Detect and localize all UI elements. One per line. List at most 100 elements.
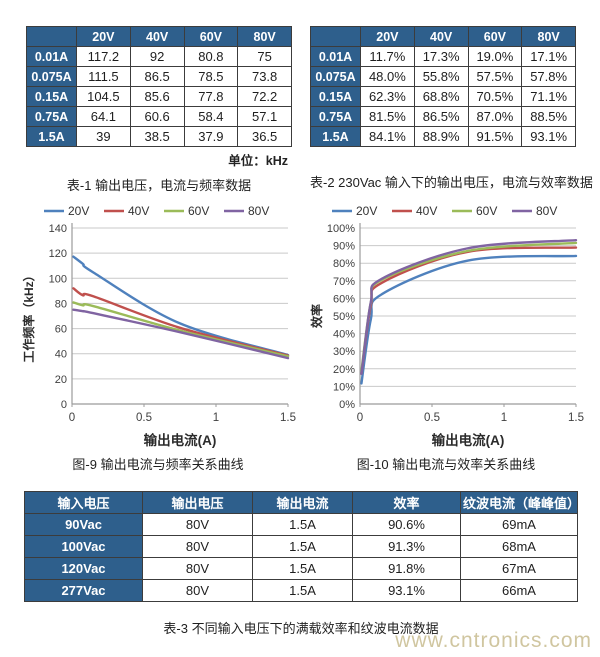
row-header: 1.5A [310,126,361,147]
svg-text:100: 100 [49,273,67,285]
data-cell: 80V [142,513,253,536]
table-row: 1.5A 84.1% 88.9% 91.5% 93.1% [310,126,576,147]
svg-text:100%: 100% [327,223,355,235]
efficiency-table-block: 20V 40V 60V 80V 0.01A 11.7% 17.3% 19.0% 17.1% 0.0… [310,26,593,194]
data-cell: 88.5% [521,106,576,127]
svg-text:20%: 20% [333,364,355,376]
column-header: 80V [521,26,576,47]
column-header: 60V [183,26,239,47]
svg-text:1.5: 1.5 [568,412,584,424]
data-cell: 117.2 [76,46,131,67]
data-cell: 60.6 [129,106,185,127]
data-cell: 78.5 [183,66,239,87]
table-row: 0.75A 81.5% 86.5% 87.0% 88.5% [310,106,576,127]
data-cell: 72.2 [237,86,292,107]
charts-row: 0 20 40 60 80 100 120 140 0 0.5 1 1.5 20V 40V 60V 80V 输出… [0,194,600,473]
data-cell: 68.8% [413,86,469,107]
svg-text:80%: 80% [333,258,355,270]
data-cell: 57.5% [467,66,523,87]
svg-text:输出电流(A): 输出电流(A) [432,432,505,448]
column-header: 60V [467,26,523,47]
svg-text:20V: 20V [68,204,89,218]
frequency-chart-block: 0 20 40 60 80 100 120 140 0 0.5 1 1.5 20V 40V 60V 80V 输出… [20,202,296,473]
data-cell: 1.5A [252,557,353,580]
column-header: 输出电流 [252,491,353,514]
column-header: 40V [129,26,185,47]
svg-text:输出电流(A): 输出电流(A) [144,432,217,448]
row-header: 0.075A [26,66,77,87]
column-header: 40V [413,26,469,47]
column-header: 纹波电流（峰峰值） [460,491,578,514]
svg-text:30%: 30% [333,346,355,358]
data-cell: 80V [142,535,253,558]
svg-text:80: 80 [55,298,67,310]
data-cell: 70.5% [467,86,523,107]
data-cell: 64.1 [76,106,131,127]
data-cell: 77.8 [183,86,239,107]
svg-text:20: 20 [55,374,67,386]
table3-caption: 表-3 不同输入电压下的满载效率和纹波电流数据 [163,621,439,636]
svg-text:40%: 40% [333,329,355,341]
svg-text:90%: 90% [333,241,355,253]
column-header: 20V [76,26,131,47]
summary-table-block: 输入电压 输出电压 输出电流 效率 纹波电流（峰峰值） 90Vac 80V 1.5A 90.6%… [0,473,600,637]
data-cell: 90.6% [352,513,461,536]
chart2-caption: 图-10 输出电流与效率关系曲线 [356,457,536,472]
data-cell: 71.1% [521,86,576,107]
svg-text:70%: 70% [333,276,355,288]
frequency-table-block: 20V 40V 60V 80V 0.01A 117.2 92 80.8 75 0.075A 111.… [26,26,292,194]
unit-note: 单位：kHz [228,154,288,168]
svg-text:50%: 50% [333,311,355,323]
svg-text:140: 140 [49,223,67,235]
row-header: 0.075A [310,66,361,87]
data-cell: 86.5% [413,106,469,127]
data-cell: 38.5 [129,126,185,147]
data-cell: 48.0% [360,66,415,87]
svg-text:工作频率（kHz）: 工作频率（kHz） [21,269,36,362]
data-cell: 91.3% [352,535,461,558]
row-header: 0.01A [26,46,77,67]
data-cell: 80V [142,579,253,602]
data-cell: 111.5 [76,66,131,87]
table-row: 0.15A 62.3% 68.8% 70.5% 71.1% [310,86,576,107]
data-cell: 36.5 [237,126,292,147]
table-row: 100Vac 80V 1.5A 91.3% 68mA [24,535,578,558]
row-header: 90Vac [24,513,143,536]
table-row: 277Vac 80V 1.5A 93.1% 66mA [24,579,578,602]
data-cell: 91.8% [352,557,461,580]
svg-text:0: 0 [357,412,363,424]
data-cell: 86.5 [129,66,185,87]
table-row: 120Vac 80V 1.5A 91.8% 67mA [24,557,578,580]
data-cell: 68mA [460,535,578,558]
table1-caption: 表-1 输出电压，电流与频率数据 [66,178,252,193]
frequency-line-chart: 0 20 40 60 80 100 120 140 0 0.5 1 1.5 20V 40V 60V 80V 输出… [21,204,296,448]
svg-text:0%: 0% [339,399,355,411]
row-header: 1.5A [26,126,77,147]
svg-text:0.5: 0.5 [424,412,440,424]
svg-text:10%: 10% [333,381,355,393]
data-cell: 85.6 [129,86,185,107]
table2-caption: 表-2 230Vac 输入下的输出电压，电流与效率数据 [310,175,593,190]
svg-text:60%: 60% [333,293,355,305]
data-cell: 17.3% [413,46,469,67]
data-cell: 57.1 [237,106,292,127]
data-cell: 80V [142,557,253,580]
frequency-table: 20V 40V 60V 80V 0.01A 117.2 92 80.8 75 0.075A 111.… [26,26,292,147]
corner-cell [310,26,361,47]
data-cell: 75 [237,46,292,67]
data-cell: 93.1% [352,579,461,602]
data-cell: 91.5% [467,126,523,147]
efficiency-table: 20V 40V 60V 80V 0.01A 11.7% 17.3% 19.0% 17.1% 0.0… [310,26,576,147]
column-header: 80V [237,26,292,47]
row-header: 0.15A [310,86,361,107]
data-cell: 55.8% [413,66,469,87]
data-cell: 88.9% [413,126,469,147]
table-row: 0.01A 117.2 92 80.8 75 [26,46,292,67]
row-header: 0.75A [310,106,361,127]
table-row: 0.075A 111.5 86.5 78.5 73.8 [26,66,292,87]
data-cell: 62.3% [360,86,415,107]
data-cell: 73.8 [237,66,292,87]
column-header: 效率 [352,491,461,514]
column-header: 输入电压 [24,491,143,514]
table-row: 0.75A 64.1 60.6 58.4 57.1 [26,106,292,127]
